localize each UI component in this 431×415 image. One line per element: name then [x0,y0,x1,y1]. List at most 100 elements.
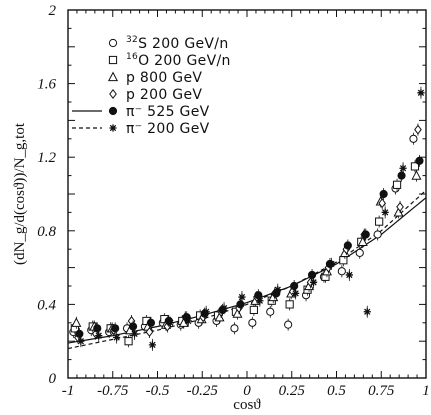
data-point-triangle-open [411,170,422,180]
data-point-asterisk [148,341,157,349]
data-point-circle-filled [415,156,424,165]
data-point-triangle-open [178,317,189,327]
data-point-square-open [392,180,402,189]
data-point-square-open [339,256,348,265]
data-point-asterisk [417,89,425,97]
y-tick-labels: 0 0.4 0.8 1.2 1.6 2 [37,3,56,387]
data-point-asterisk [77,337,85,345]
data-point-circle-filled [290,281,299,291]
data-point-diamond-open [396,201,404,212]
data-point-circle-open [337,267,346,276]
y-axis-title-text: (dN_g/d(cosϑ))/N_g,tot [12,122,28,265]
data-point-circle-filled [146,318,156,327]
data-point-asterisk [113,333,121,342]
x-tick-label: 0 [243,383,251,399]
axis-ticks [67,9,427,379]
data-point-asterisk [130,330,139,338]
data-point-asterisk [202,308,210,316]
fit-curves [67,189,427,350]
data-point-asterisk [363,308,371,316]
legend-label: p 200 GeV [126,87,202,103]
data-point-asterisk [184,317,192,325]
y-tick-label: 0.4 [37,297,56,313]
legend-marker-circle-filled [108,106,118,116]
y-tick-label: 1.6 [37,77,56,93]
data-point-diamond-open [145,326,154,338]
x-tick-label: -0.5 [146,383,170,399]
data-point-circle-filled [361,230,370,239]
y-tick-label: 2 [49,3,57,19]
data-point-circle-open [409,134,418,143]
data-point-circle-open [373,230,382,239]
data-point-circle-filled [254,291,263,300]
data-point-diamond-open [414,124,422,135]
legend-label: 16O 200 GeV/n [126,52,231,69]
data-point-triangle-open [232,308,243,318]
data-point-asterisk [274,286,282,294]
legend-label: 32S 200 GeV/n [126,35,229,52]
data-point-circle-filled [75,329,84,338]
legend-marker-asterisk [109,124,117,132]
data-point-triangle-open [357,236,368,246]
data-point-square-open [124,337,133,346]
y-tick-label: 0 [49,371,57,387]
legend-marker-circle-open [108,38,118,48]
fit-curve-dashed [67,189,427,350]
data-point-asterisk [292,289,300,297]
legend-marker-triangle-open [107,71,119,82]
data-point-diamond-open [378,198,386,209]
data-point-circle-filled [236,300,245,309]
data-point-square-open [375,217,384,226]
y-axis-title: (dN_g/d(cosϑ))/N_g,tot [12,122,28,265]
x-tick-label: 0.25 [279,383,306,399]
legend-label: π⁻ 525 GeV [126,104,210,120]
data-point-circle-open [248,318,257,327]
data-point-square-open [249,305,258,315]
y-tick-label: 0.8 [37,224,56,240]
data-point-triangle-open [214,311,225,322]
data-point-square-open [285,300,294,309]
data-points [69,86,425,351]
data-point-circle-open [355,248,364,257]
x-tick-label: 0.75 [368,383,395,399]
y-tick-label: 1.2 [37,150,56,166]
data-point-circle-filled [93,324,102,333]
x-tick-label: 1 [422,383,430,399]
data-point-circle-filled [379,189,388,199]
data-point-asterisk [345,271,353,279]
legend-marker-diamond-open [109,88,117,100]
data-point-circle-filled [397,171,406,180]
data-point-asterisk [220,304,228,312]
legend-marker-square-open [108,55,118,65]
data-point-circle-open [230,324,239,333]
data-point-triangle-open [393,206,404,217]
x-tick-labels: -1 -0.75 -0.5 -0.25 0 0.25 0.5 0.75 1 [62,383,430,399]
data-point-circle-open [266,307,275,316]
data-point-asterisk [238,293,246,301]
x-tick-label: -0.75 [97,383,129,399]
data-point-square-open [410,162,420,171]
data-point-circle-filled [307,270,317,280]
data-point-circle-filled [128,322,138,331]
x-axis-title: cosϑ [233,397,261,413]
x-tick-label: -0.25 [187,383,219,399]
x-tick-label: -1 [62,383,75,399]
data-point-asterisk [399,164,407,172]
legend-label: p 800 GeV [126,70,202,86]
x-tick-label: 0.5 [327,383,346,399]
data-point-circle-open [284,320,293,329]
data-point-asterisk [166,319,174,327]
data-point-circle-filled [343,241,352,250]
fit-curve-solid [67,197,427,344]
data-point-circle-filled [111,324,120,333]
data-point-asterisk [327,260,336,268]
data-point-asterisk [256,297,264,305]
plot-frame [67,9,427,379]
data-point-triangle-open [71,317,82,327]
legend-label: π⁻ 200 GeV [126,121,210,137]
data-point-asterisk [309,278,318,286]
data-point-asterisk [381,208,389,216]
data-point-asterisk [95,332,103,340]
